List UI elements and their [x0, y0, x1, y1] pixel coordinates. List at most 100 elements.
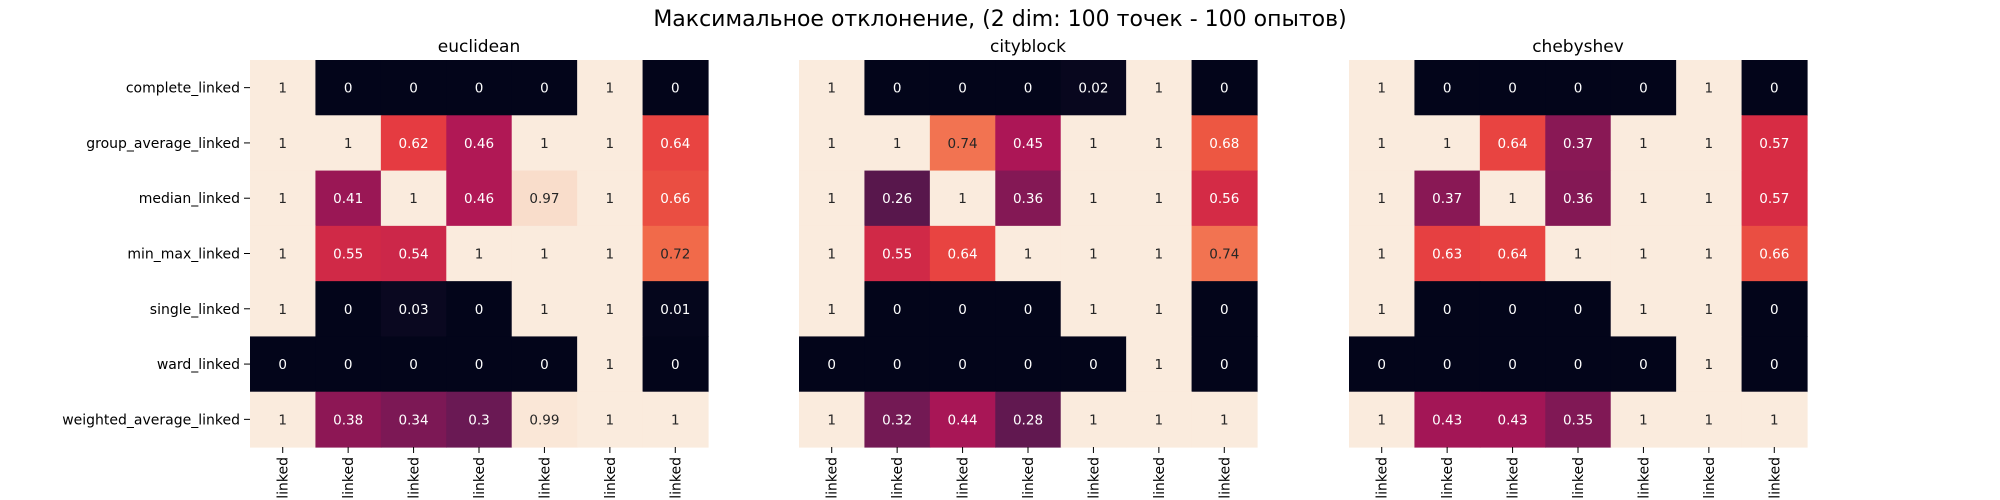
cell-value-label: 0 — [1443, 357, 1452, 373]
cell-value-label: 1 — [1089, 302, 1098, 318]
cell-value-label: 0.54 — [399, 247, 429, 263]
cell-value-label: 0 — [671, 357, 680, 373]
heatmap-cell — [1479, 281, 1546, 338]
heatmap-cell — [1349, 225, 1416, 282]
cell-value-label: 0.45 — [1013, 136, 1043, 152]
cell-value-label: 0 — [1508, 81, 1517, 97]
heatmap-cell — [929, 115, 996, 172]
cell-value-label: 0 — [958, 302, 967, 318]
heatmap-cell — [446, 391, 513, 448]
heatmap-cell — [1545, 391, 1612, 448]
cell-value-label: 1 — [278, 247, 287, 263]
cell-value-label: 1 — [606, 357, 615, 373]
cell-value-label: 1 — [1639, 136, 1648, 152]
cell-value-label: 0 — [409, 357, 418, 373]
cell-value-label: 0.41 — [333, 191, 363, 207]
heatmap-cell — [1676, 225, 1743, 282]
heatmap-cell — [1479, 170, 1546, 227]
heatmap-cell — [799, 336, 866, 393]
cell-value-label: 0.46 — [464, 136, 494, 152]
heatmap-cell — [1191, 281, 1258, 338]
heatmap-cell — [642, 391, 709, 448]
cell-value-label: 1 — [1705, 191, 1714, 207]
heatmap-cityblock: cityblock 1 0 0 0 0.02 1 0 1 1 0.74 0.45 1 1 0.68 1 0.26… — [799, 37, 1258, 499]
heatmap-cell — [380, 336, 447, 393]
x-tick-label: linked — [1152, 457, 1168, 499]
cell-value-label: 0 — [1220, 302, 1229, 318]
cell-value-label: 1 — [1155, 136, 1164, 152]
cell-value-label: 0.57 — [1759, 191, 1789, 207]
heatmap-cell — [577, 170, 644, 227]
cell-value-label: 0 — [1574, 357, 1583, 373]
heatmap-cell — [380, 170, 447, 227]
heatmap-cell — [1610, 115, 1677, 172]
heatmap-cell — [1545, 225, 1612, 282]
heatmap-cell — [1741, 170, 1808, 227]
cell-value-label: 1 — [893, 136, 902, 152]
heatmap-cell — [642, 60, 709, 116]
heatmap-cell — [995, 115, 1062, 172]
heatmap-cell — [1349, 281, 1416, 338]
cell-value-label: 1 — [606, 247, 615, 263]
cell-value-label: 1 — [1770, 412, 1779, 428]
heatmap-cell — [929, 391, 996, 448]
heatmap-cell — [1060, 115, 1127, 172]
cell-value-label: 0.55 — [333, 247, 363, 263]
x-tick-label: linked — [1217, 457, 1233, 499]
cell-value-label: 0.3 — [468, 412, 489, 428]
heatmap-cell — [1610, 225, 1677, 282]
heatmap-cell — [1414, 225, 1481, 282]
cell-value-label: 1 — [827, 136, 836, 152]
heatmap-cell — [1349, 115, 1416, 172]
cell-value-label: 0 — [893, 302, 902, 318]
cell-value-label: 1 — [606, 136, 615, 152]
cell-value-label: 1 — [827, 247, 836, 263]
heatmap-cell — [995, 281, 1062, 338]
heatmap-cell — [929, 281, 996, 338]
heatmap-cell — [577, 281, 644, 338]
heatmap-cell — [1545, 115, 1612, 172]
heatmap-cell — [1479, 391, 1546, 448]
cell-value-label: 0 — [409, 81, 418, 97]
heatmap-cell — [799, 170, 866, 227]
heatmap-cell — [1545, 170, 1612, 227]
heatmap-cell — [446, 281, 513, 338]
cell-value-label: 0 — [1770, 302, 1779, 318]
cell-value-label: 1 — [958, 191, 967, 207]
heatmap-cell — [577, 391, 644, 448]
cell-value-label: 1 — [1705, 247, 1714, 263]
cell-value-label: 1 — [1377, 247, 1386, 263]
heatmap-cell — [315, 60, 382, 116]
cell-value-label: 0 — [1508, 302, 1517, 318]
cell-value-label: 0 — [1443, 81, 1452, 97]
cell-value-label: 0 — [278, 357, 287, 373]
heatmap-cell — [864, 281, 931, 338]
heatmap-cell — [642, 281, 709, 338]
heatmap-cell — [1060, 170, 1127, 227]
heatmap-cell — [1126, 391, 1193, 448]
heatmap-cell — [1414, 170, 1481, 227]
heatmap-cell — [1414, 391, 1481, 448]
heatmap-cell — [1191, 60, 1258, 116]
heatmap-cell — [1479, 60, 1546, 116]
cell-value-label: 0.57 — [1759, 136, 1789, 152]
heatmap-cell — [1191, 336, 1258, 393]
heatmap-cell — [315, 170, 382, 227]
heatmap-cell — [380, 60, 447, 116]
cell-value-label: 1 — [827, 302, 836, 318]
heatmap-cell — [511, 115, 578, 172]
heatmap-cell — [995, 336, 1062, 393]
cell-value-label: 0 — [1770, 357, 1779, 373]
heatmap-cell — [1349, 391, 1416, 448]
cell-value-label: 0.46 — [464, 191, 494, 207]
cell-value-label: 1 — [606, 302, 615, 318]
heatmap-cell — [642, 170, 709, 227]
cell-value-label: 0.36 — [1563, 191, 1593, 207]
cell-value-label: 0 — [958, 357, 967, 373]
cell-value-label: 1 — [827, 412, 836, 428]
cell-value-label: 0.43 — [1498, 412, 1528, 428]
cell-value-label: 0.66 — [1759, 247, 1789, 263]
cell-value-label: 0.43 — [1432, 412, 1462, 428]
cell-value-label: 0 — [893, 357, 902, 373]
heatmap-panels: euclidean 1 0 0 0 0 1 0 1 1 0.62 0.46 1 1 0.64 1 0.41 1 0.… — [62, 37, 1808, 499]
